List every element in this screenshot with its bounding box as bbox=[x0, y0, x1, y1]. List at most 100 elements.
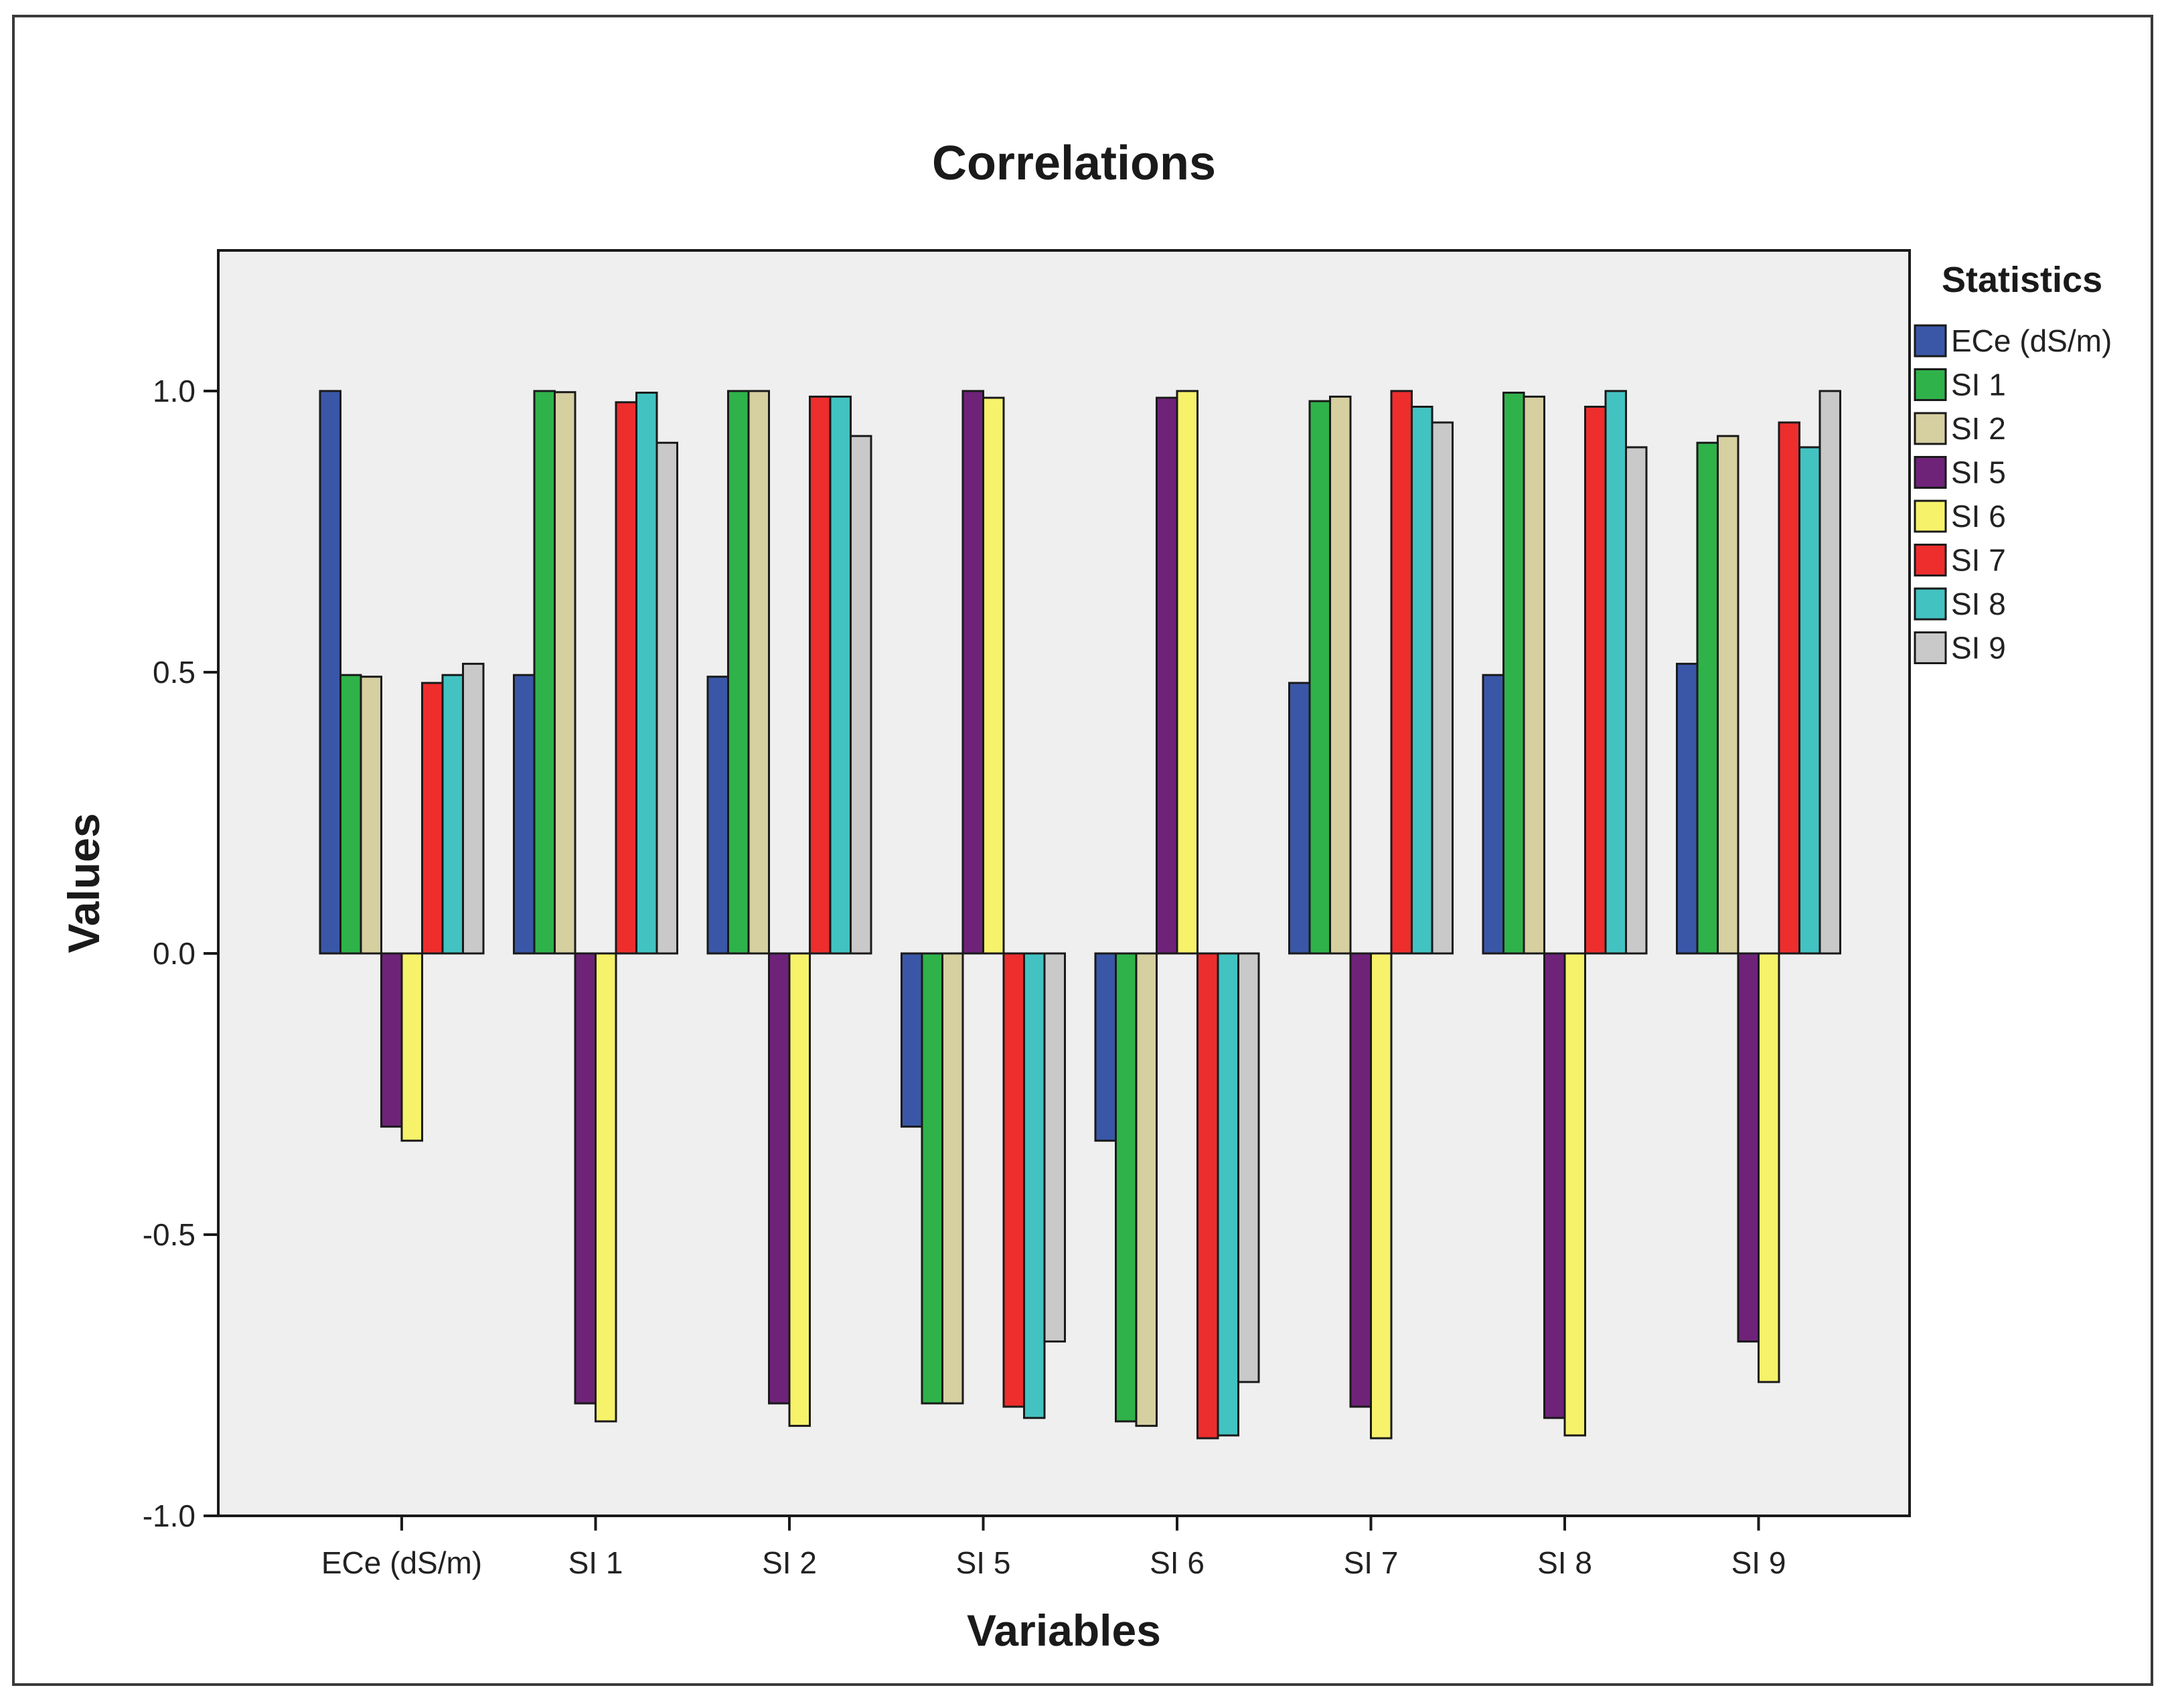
bar-si-1-at-si-7 bbox=[1308, 400, 1331, 955]
legend-swatch-si-6 bbox=[1914, 499, 1947, 533]
bar-si-7-at-ece-ds-m- bbox=[421, 682, 444, 955]
bar-ece-ds-m--at-si-5 bbox=[901, 952, 923, 1128]
x-tick-label: SI 6 bbox=[1150, 1545, 1205, 1580]
bar-si-7-at-si-7 bbox=[1390, 390, 1413, 955]
x-axis: ECe (dS/m) SI 1 SI 2 SI 5 SI 6 SI 7 SI 8 SI 9 bbox=[218, 1515, 1910, 1580]
bar-si-5-at-si-6 bbox=[1156, 396, 1178, 955]
x-tick-label: SI 1 bbox=[568, 1545, 623, 1580]
bar-si-9-at-si-2 bbox=[850, 435, 872, 955]
legend-swatch-si-7 bbox=[1914, 544, 1947, 576]
x-tick-label: ECe (dS/m) bbox=[321, 1545, 482, 1580]
bar-si-6-at-si-6 bbox=[1176, 390, 1198, 955]
legend-label-si-7: SI 7 bbox=[1951, 543, 2006, 578]
bar-si-5-at-si-5 bbox=[961, 390, 984, 955]
legend-label-si-1: SI 1 bbox=[1951, 368, 2006, 402]
bar-si-1-at-si-2 bbox=[727, 390, 750, 955]
legend-label-si-6: SI 6 bbox=[1951, 499, 2006, 534]
bar-si-5-at-si-8 bbox=[1543, 952, 1566, 1419]
bar-si-1-at-si-8 bbox=[1502, 392, 1525, 955]
bar-si-5-at-si-1 bbox=[574, 952, 597, 1405]
y-axis: 1.0 0.5 0.0 -0.5 -1.0 bbox=[143, 250, 220, 1533]
bar-si-1-at-si-5 bbox=[921, 952, 943, 1405]
y-tick-label: 0.0 bbox=[153, 936, 196, 971]
legend-swatch-si-5 bbox=[1914, 456, 1947, 489]
bar-si-8-at-si-1 bbox=[635, 392, 658, 955]
bar-si-6-at-si-9 bbox=[1758, 952, 1780, 1383]
bar-si-9-at-si-6 bbox=[1237, 952, 1260, 1383]
legend-label-ece-ds-m-: ECe (dS/m) bbox=[1951, 323, 2112, 358]
y-tick-label: -1.0 bbox=[143, 1498, 196, 1533]
x-tick-label: SI 2 bbox=[762, 1545, 817, 1580]
bar-si-8-at-si-8 bbox=[1604, 390, 1627, 955]
bar-si-1-at-si-6 bbox=[1115, 952, 1138, 1423]
legend-swatch-si-8 bbox=[1914, 587, 1947, 621]
bar-ece-ds-m--at-si-2 bbox=[706, 676, 729, 955]
bar-si-2-at-si-2 bbox=[747, 390, 770, 955]
bar-si-8-at-si-6 bbox=[1217, 952, 1239, 1437]
bar-si-7-at-si-9 bbox=[1778, 421, 1800, 955]
bar-si-5-at-ece-ds-m- bbox=[380, 952, 403, 1128]
y-tick-label: 1.0 bbox=[153, 374, 196, 408]
bar-si-6-at-si-1 bbox=[595, 952, 617, 1423]
bar-si-8-at-si-2 bbox=[829, 395, 852, 955]
y-axis-title: Values bbox=[59, 813, 108, 953]
bar-si-6-at-si-8 bbox=[1563, 952, 1586, 1437]
legend-swatch-si-2 bbox=[1914, 412, 1947, 445]
x-tick-label: SI 5 bbox=[956, 1545, 1011, 1580]
bar-si-2-at-si-8 bbox=[1523, 395, 1545, 955]
bar-si-2-at-si-9 bbox=[1717, 435, 1739, 955]
bar-si-2-at-si-7 bbox=[1329, 395, 1352, 955]
chart-title: Correlations bbox=[932, 137, 1216, 190]
y-tick-label: 0.5 bbox=[153, 655, 196, 690]
legend-label-si-2: SI 2 bbox=[1951, 411, 2006, 446]
bar-si-5-at-si-2 bbox=[768, 952, 791, 1405]
legend-swatch-si-9 bbox=[1914, 631, 1947, 664]
bar-si-8-at-si-7 bbox=[1411, 406, 1434, 955]
bar-si-7-at-si-5 bbox=[1002, 952, 1025, 1408]
bar-si-2-at-si-6 bbox=[1135, 952, 1158, 1427]
bar-si-9-at-si-5 bbox=[1043, 952, 1066, 1343]
bar-si-5-at-si-7 bbox=[1349, 952, 1372, 1408]
bar-si-8-at-ece-ds-m- bbox=[441, 674, 464, 955]
bar-si-2-at-ece-ds-m- bbox=[360, 676, 382, 955]
bars-layer bbox=[319, 390, 1841, 1440]
x-tick-label: SI 7 bbox=[1344, 1545, 1399, 1580]
bar-si-2-at-si-1 bbox=[554, 391, 576, 955]
chart-frame: Correlations 1.0 0.5 0.0 -0.5 -1.0 ECe (dS/m… bbox=[12, 15, 2153, 1686]
bar-ece-ds-m--at-si-9 bbox=[1676, 662, 1699, 955]
x-axis-title: Variables bbox=[967, 1606, 1161, 1655]
bar-si-9-at-si-8 bbox=[1625, 446, 1648, 955]
legend-label-si-9: SI 9 bbox=[1951, 631, 2006, 666]
bar-si-7-at-si-2 bbox=[809, 395, 832, 955]
bar-ece-ds-m--at-si-1 bbox=[513, 674, 536, 955]
bar-si-6-at-si-5 bbox=[982, 396, 1005, 955]
bar-si-7-at-si-8 bbox=[1584, 406, 1607, 955]
bar-si-2-at-si-5 bbox=[941, 952, 964, 1405]
correlations-chart: Correlations 1.0 0.5 0.0 -0.5 -1.0 ECe (dS/m… bbox=[59, 137, 2112, 1655]
bar-si-1-at-ece-ds-m- bbox=[339, 674, 362, 955]
bar-si-9-at-ece-ds-m- bbox=[462, 662, 485, 955]
legend-swatch-ece-ds-m- bbox=[1914, 324, 1947, 358]
bar-si-6-at-ece-ds-m- bbox=[400, 952, 423, 1142]
bar-si-8-at-si-5 bbox=[1023, 952, 1046, 1419]
bar-si-9-at-si-7 bbox=[1431, 421, 1454, 955]
bar-si-1-at-si-1 bbox=[533, 390, 556, 955]
bar-si-7-at-si-6 bbox=[1196, 952, 1219, 1440]
bar-si-7-at-si-1 bbox=[615, 401, 637, 955]
legend-title: Statistics bbox=[1942, 260, 2102, 300]
legend-label-si-5: SI 5 bbox=[1951, 455, 2006, 490]
bar-si-6-at-si-2 bbox=[788, 952, 811, 1427]
legend: Statistics ECe (dS/m) SI 1 SI 2 SI 5 SI 6 SI … bbox=[1914, 260, 2112, 666]
legend-label-si-8: SI 8 bbox=[1951, 587, 2006, 621]
bar-si-9-at-si-9 bbox=[1818, 390, 1841, 955]
bar-si-1-at-si-9 bbox=[1696, 441, 1719, 955]
bar-si-9-at-si-1 bbox=[655, 441, 678, 955]
x-tick-label: SI 8 bbox=[1537, 1545, 1592, 1580]
y-tick-label: -0.5 bbox=[143, 1217, 196, 1252]
x-tick-label: SI 9 bbox=[1731, 1545, 1786, 1580]
bar-si-5-at-si-9 bbox=[1737, 952, 1760, 1343]
bar-ece-ds-m--at-ece-ds-m- bbox=[319, 390, 341, 955]
bar-ece-ds-m--at-si-7 bbox=[1288, 682, 1311, 955]
bar-ece-ds-m--at-si-8 bbox=[1482, 674, 1504, 955]
legend-swatch-si-1 bbox=[1914, 368, 1947, 401]
